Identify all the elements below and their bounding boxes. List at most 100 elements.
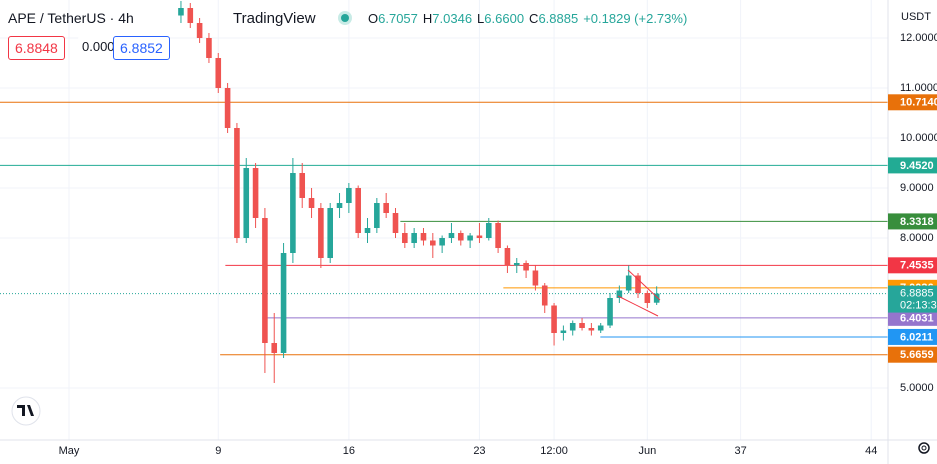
legend-value: 6.6600 — [484, 11, 525, 26]
candle-body — [635, 275, 641, 293]
candle-body — [364, 228, 371, 233]
candle-body — [485, 223, 492, 238]
trend-line — [617, 295, 659, 317]
candle-body — [541, 285, 548, 306]
level-label: 7.4535 — [900, 260, 934, 272]
candle-body — [215, 58, 222, 88]
y-tick-label: 5.0000 — [900, 382, 934, 394]
x-tick-label: 12:00 — [540, 445, 568, 457]
settings-icon[interactable] — [918, 442, 930, 454]
candle-body — [392, 213, 399, 233]
candle-body — [430, 240, 436, 246]
candle-body — [243, 168, 250, 238]
candle-body — [495, 223, 501, 248]
brand: TradingView — [233, 10, 316, 27]
level-label: 9.4520 — [900, 160, 934, 172]
candle-body — [402, 233, 408, 243]
trend-line — [627, 269, 661, 301]
legend-change: +0.1829 (+2.73%) — [583, 11, 688, 26]
candle-body — [439, 238, 445, 246]
legend-key: O — [368, 11, 379, 26]
status-dot — [341, 14, 349, 22]
trend-drawing — [617, 269, 661, 317]
candle-body — [607, 298, 613, 326]
level-label-bg — [888, 94, 937, 111]
candle-body — [346, 188, 352, 203]
candle-body — [551, 305, 557, 333]
grid — [0, 0, 888, 440]
candle-body — [420, 233, 427, 241]
candle-body — [625, 275, 632, 291]
levels — [0, 101, 888, 356]
x-tick-label: May — [59, 445, 80, 457]
candle-body — [224, 88, 231, 128]
candle-body — [299, 173, 306, 198]
candle-body — [327, 208, 333, 258]
tv-logo — [11, 396, 41, 426]
ohlc-legend: O6.7057 H7.0346 L6.6600 C6.8885 +0.1829 (+2.… — [368, 11, 687, 26]
candle-body — [336, 203, 343, 208]
candle-body — [383, 203, 389, 213]
level-label: 6.4031 — [900, 312, 934, 324]
x-tick-label: 44 — [865, 445, 877, 457]
axes: 5.0000 8.0000 9.0000 10.0000 11.0000 12.0000 M… — [59, 32, 937, 457]
candle-body — [523, 263, 529, 271]
candle-body — [653, 293, 660, 303]
candle-body — [252, 168, 259, 218]
candle-body — [476, 235, 483, 238]
candle-body — [616, 290, 623, 298]
candle-body — [411, 233, 417, 243]
candle-body — [579, 323, 585, 328]
level-label: 10.7140 — [900, 97, 937, 109]
legend-key: H — [422, 11, 433, 26]
level-label-bg — [888, 309, 937, 326]
x-tick-label: 37 — [734, 445, 746, 457]
candle-body — [504, 248, 511, 266]
legend-value: 6.7057 — [378, 11, 418, 26]
legend-key: C — [529, 11, 539, 26]
candle-body — [280, 253, 287, 353]
y-tick-label: 11.0000 — [900, 82, 937, 94]
last-price-label: 6.8885 — [900, 287, 934, 299]
y-tick-label: 9.0000 — [900, 182, 934, 194]
level-label: 5.6659 — [900, 349, 934, 361]
currency-label: USDT — [901, 11, 931, 23]
level-label-bg — [888, 346, 937, 363]
level-label-bg — [888, 328, 937, 345]
ask-box[interactable]: 6.8852 — [113, 36, 170, 60]
candle-body — [457, 233, 464, 241]
countdown-label: 02:13:3 — [900, 299, 937, 311]
candle-body — [448, 233, 455, 238]
candle-body — [560, 330, 567, 333]
candle-body — [588, 328, 595, 331]
candle-body — [234, 128, 240, 238]
level-label: 6.0211 — [900, 331, 933, 343]
y-tick-label: 8.0000 — [900, 232, 934, 244]
candle-body — [532, 270, 539, 286]
last-price-label-bg — [888, 285, 937, 313]
x-tick-label: 23 — [473, 445, 485, 457]
candle-body — [467, 235, 473, 241]
level-label-bg — [888, 257, 937, 274]
candle-body — [308, 198, 315, 208]
candle-body — [355, 188, 361, 233]
candle-body — [196, 23, 203, 38]
candle-body — [271, 343, 278, 353]
legend-key: L — [477, 11, 485, 26]
candle-body — [318, 208, 324, 258]
level-label-bg — [888, 157, 937, 174]
candle-body — [644, 293, 651, 303]
candle-body — [206, 38, 212, 58]
x-tick-label: 16 — [343, 445, 355, 457]
level-label-bg — [888, 213, 937, 230]
candle-body — [262, 218, 268, 343]
candle-body — [290, 173, 296, 253]
bid-box[interactable]: 6.8848 — [8, 36, 65, 60]
candle-body — [374, 203, 380, 228]
candle-body — [513, 263, 520, 266]
symbol-title[interactable]: APE / TetherUS · 4h — [8, 10, 134, 26]
candles — [178, 0, 660, 383]
candle-body — [187, 8, 194, 23]
